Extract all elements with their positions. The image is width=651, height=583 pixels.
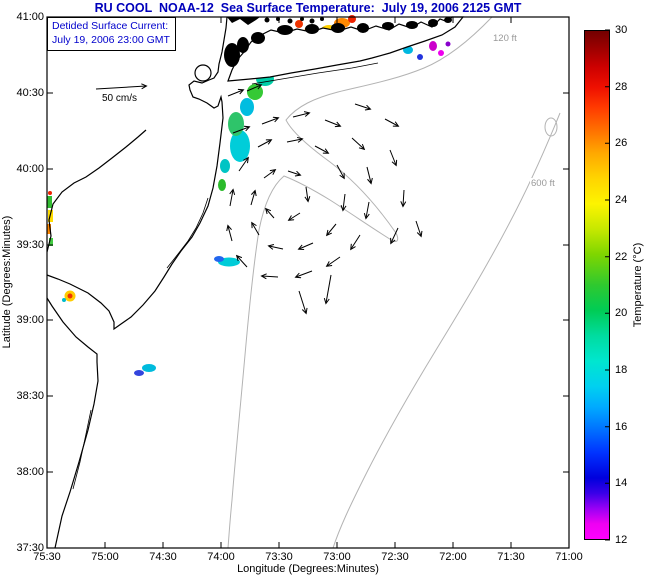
colorbar-tick-label: 12 bbox=[615, 534, 628, 546]
y-tick-label: 41:00 bbox=[16, 11, 44, 23]
colorbar-tick-label: 30 bbox=[615, 24, 628, 36]
colorbar-gradient bbox=[584, 30, 610, 540]
y-tick-label: 38:30 bbox=[16, 390, 44, 402]
y-tick-label: 40:00 bbox=[16, 163, 44, 175]
back-bay-line-delmarva bbox=[72, 409, 92, 490]
y-axis-label: Latitude (Degrees:Minutes) bbox=[1, 215, 13, 349]
y-tick-label: 40:30 bbox=[16, 87, 44, 99]
colorbar-tick-label: 24 bbox=[615, 194, 628, 206]
x-tick-label: 71:00 bbox=[555, 551, 583, 563]
back-bay-line-nj bbox=[166, 197, 209, 269]
staten-island bbox=[194, 64, 212, 82]
x-tick-label: 73:00 bbox=[323, 551, 351, 563]
x-tick-label: 71:30 bbox=[497, 551, 525, 563]
current-annotation-line2: July 19, 2006 23:00 GMT bbox=[52, 33, 170, 46]
current-vectors bbox=[228, 85, 421, 313]
delaware-river bbox=[46, 129, 147, 253]
x-tick-label: 72:00 bbox=[439, 551, 467, 563]
y-tick-label: 37:30 bbox=[16, 542, 44, 554]
colorbar-tick-label: 14 bbox=[615, 477, 628, 489]
colorbar-tick-label: 28 bbox=[615, 81, 628, 93]
contour-label-600ft: 600 ft bbox=[530, 178, 556, 189]
current-annotation-box: Detided Surface Current: July 19, 2006 2… bbox=[47, 17, 176, 52]
contour-600ft bbox=[332, 112, 561, 549]
x-tick-label: 73:30 bbox=[265, 551, 293, 563]
colorbar-tick-label: 20 bbox=[615, 307, 628, 319]
figure-title: RU COOL NOAA-12 Sea Surface Temperature:… bbox=[94, 1, 522, 15]
colorbar-label: Temperature (°C) bbox=[632, 242, 644, 328]
colorbar-tick-label: 26 bbox=[615, 137, 628, 149]
y-tick-label: 39:00 bbox=[16, 314, 44, 326]
x-tick-label: 74:00 bbox=[207, 551, 235, 563]
colorbar-tick-label: 22 bbox=[615, 251, 628, 263]
contour-120ft bbox=[227, 16, 493, 549]
colorbar-tick-label: 16 bbox=[615, 421, 628, 433]
plot-frame bbox=[46, 16, 570, 549]
colorbar-tick-marks bbox=[605, 29, 610, 541]
current-annotation-line1: Detided Surface Current: bbox=[52, 20, 169, 32]
x-tick-label: 75:30 bbox=[33, 551, 61, 563]
north-shore-landmarks bbox=[224, 17, 452, 67]
colorbar-tick-label: 18 bbox=[615, 364, 628, 376]
bathymetry-contours bbox=[227, 16, 561, 549]
x-tick-label: 74:30 bbox=[149, 551, 177, 563]
x-axis-label: Longitude (Degrees:Minutes) bbox=[237, 563, 379, 575]
scale-arrow bbox=[95, 86, 146, 90]
contour-label-120ft: 120 ft bbox=[492, 33, 518, 44]
scale-arrow-label: 50 cm/s bbox=[102, 93, 138, 104]
y-tick-label: 39:30 bbox=[16, 239, 44, 251]
x-tick-label: 75:00 bbox=[91, 551, 119, 563]
y-tick-label: 38:00 bbox=[16, 466, 44, 478]
x-tick-label: 72:30 bbox=[381, 551, 409, 563]
back-bay-line-li bbox=[251, 62, 379, 85]
